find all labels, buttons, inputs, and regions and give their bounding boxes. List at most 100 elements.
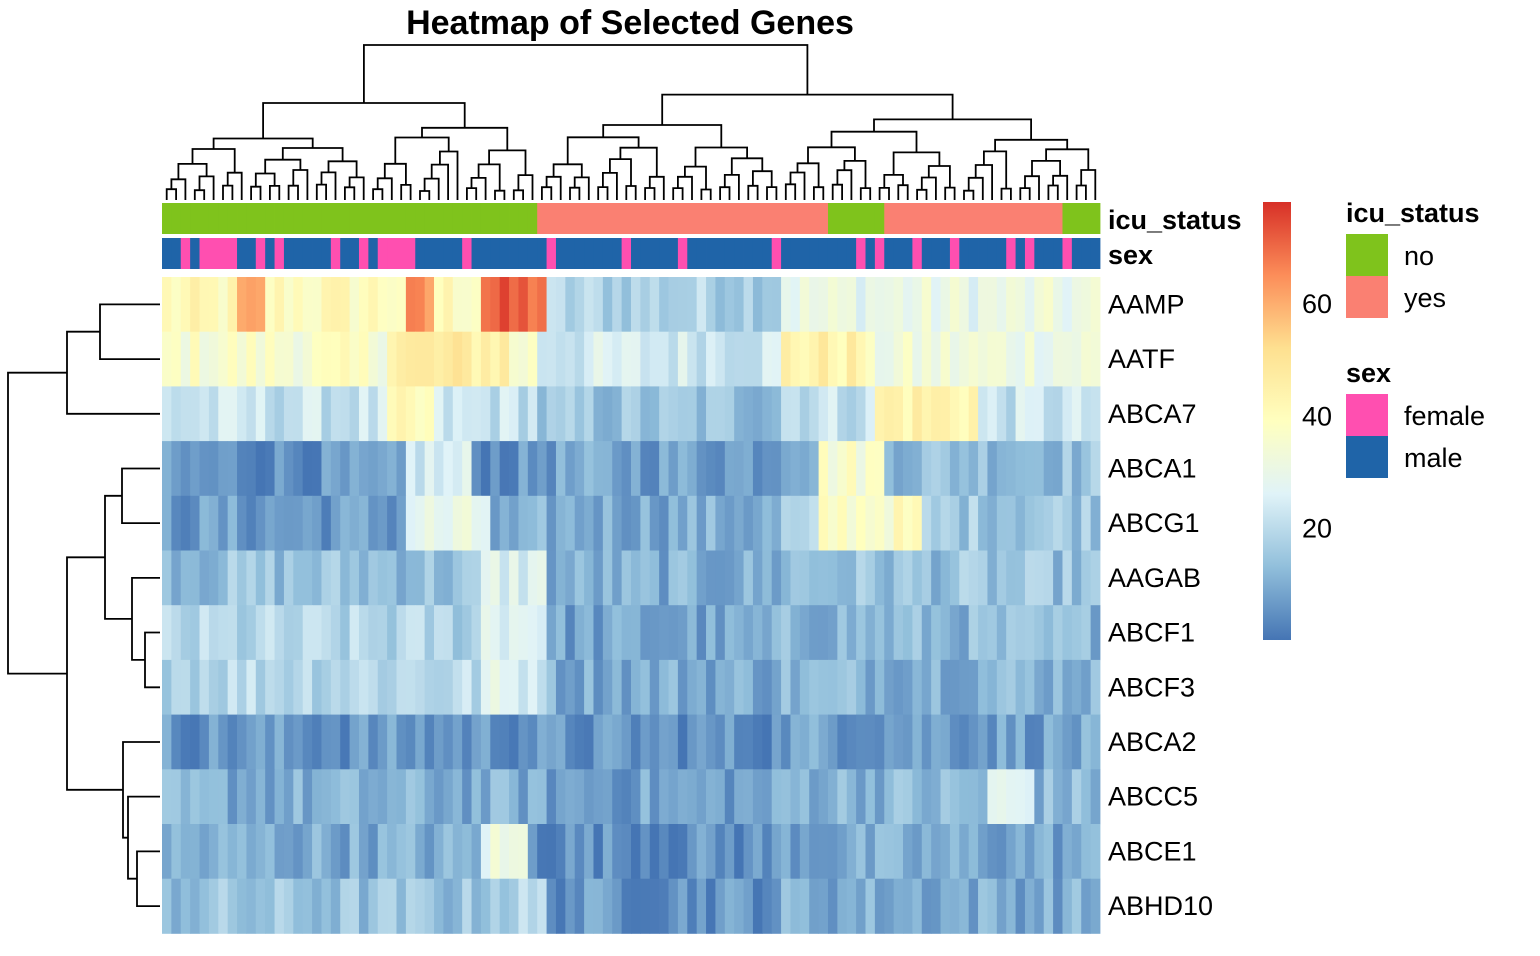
heatmap-cell [1062,495,1073,551]
heatmap-cell [912,769,923,825]
icu-status-annotation-cell [912,203,923,234]
heatmap-cell [434,714,444,770]
heatmap-cell [1071,441,1082,497]
heatmap-cell [640,769,651,825]
heatmap-cell [283,605,294,661]
sex-annotation-cell [190,238,200,269]
heatmap-cell [987,550,998,606]
heatmap-cell [912,331,923,387]
heatmap-cell [1090,659,1101,715]
heatmap-cell [649,441,660,497]
heatmap-cell [1034,441,1045,497]
heatmap-cell [518,331,529,387]
heatmap-cell [255,605,266,661]
row-label: ABCF1 [1108,618,1195,648]
heatmap-cell [255,331,266,387]
icu-status-annotation-cell [593,203,604,234]
icu-status-annotation-cell [518,203,529,234]
heatmap-cell [959,277,970,333]
heatmap-cell [874,331,885,387]
heatmap-cell [771,441,782,497]
heatmap-cell [434,878,444,934]
icu-status-annotation-cell [724,203,735,234]
heatmap-cell [687,441,698,497]
heatmap-cell [330,277,341,333]
heatmap-cell [1071,769,1082,825]
heatmap-cell [302,769,313,825]
heatmap-cell [555,331,566,387]
dendrogram-branch [344,186,356,200]
heatmap-cell [546,331,557,387]
heatmap-cell [921,714,932,770]
heatmap-cell [358,659,369,715]
heatmap-cell [837,714,848,770]
heatmap-cell [687,659,698,715]
dendrogram-branch [694,146,748,167]
heatmap-cell [518,277,529,333]
heatmap-cell [237,386,247,442]
heatmap-cells [162,277,1101,934]
legend-swatch [1346,234,1388,276]
heatmap-cell [265,277,275,333]
heatmap-cell [715,331,726,387]
heatmap-cell [884,659,895,715]
heatmap-cell [227,441,238,497]
heatmap-cell [565,878,576,934]
heatmap-cell [593,605,604,661]
heatmap-cell [1081,714,1092,770]
heatmap-cell [715,495,726,551]
heatmap-cell [274,550,285,606]
heatmap-cell [706,824,716,880]
heatmap-cell [940,824,951,880]
heatmap-cell [358,878,369,934]
heatmap-cell [527,659,538,715]
dendrogram-branch [619,146,658,177]
heatmap-cell [612,605,623,661]
heatmap-cell [246,769,257,825]
heatmap-cell [574,331,585,387]
heatmap-cell [434,277,444,333]
heatmap-cell [771,824,782,880]
heatmap-cell [602,605,613,661]
icu-status-annotation-cell [1034,203,1045,234]
heatmap-cell [724,441,735,497]
heatmap-cell [415,277,426,333]
heatmap-cell [405,441,416,497]
heatmap-cell [659,605,669,661]
sex-annotation-cell [208,238,219,269]
heatmap-cell [978,550,988,606]
heatmap-cell [443,878,454,934]
heatmap-cell [555,550,566,606]
heatmap-cell [593,878,604,934]
heatmap-cell [462,605,472,661]
heatmap-cell [574,386,585,442]
heatmap-cell [265,714,275,770]
heatmap-cell [799,495,810,551]
heatmap-cell [893,824,904,880]
heatmap-cell [903,714,913,770]
heatmap-cell [959,878,970,934]
heatmap-cell [1081,495,1092,551]
heatmap-cell [190,441,200,497]
heatmap-cell [743,550,754,606]
heatmap-cell [1024,659,1035,715]
icu-status-annotation-cell [1043,203,1054,234]
heatmap-cell [434,824,444,880]
icu-status-annotation-cell [649,203,660,234]
heatmap-cell [452,441,463,497]
icu-status-annotation-cell [246,203,257,234]
heatmap-cell [555,495,566,551]
heatmap-cell [349,331,360,387]
heatmap-cell [518,769,529,825]
heatmap-cell [865,441,876,497]
sex-annotation-cell [368,238,379,269]
heatmap-cell [171,824,182,880]
icu-status-annotation-cell [874,203,885,234]
heatmap-cell [537,495,547,551]
heatmap-cell [640,659,651,715]
heatmap-cell [1024,878,1035,934]
heatmap-cell [368,277,379,333]
icu-status-annotation-cell [612,203,623,234]
sex-annotation-cell [1024,238,1035,269]
heatmap-cell [321,824,332,880]
